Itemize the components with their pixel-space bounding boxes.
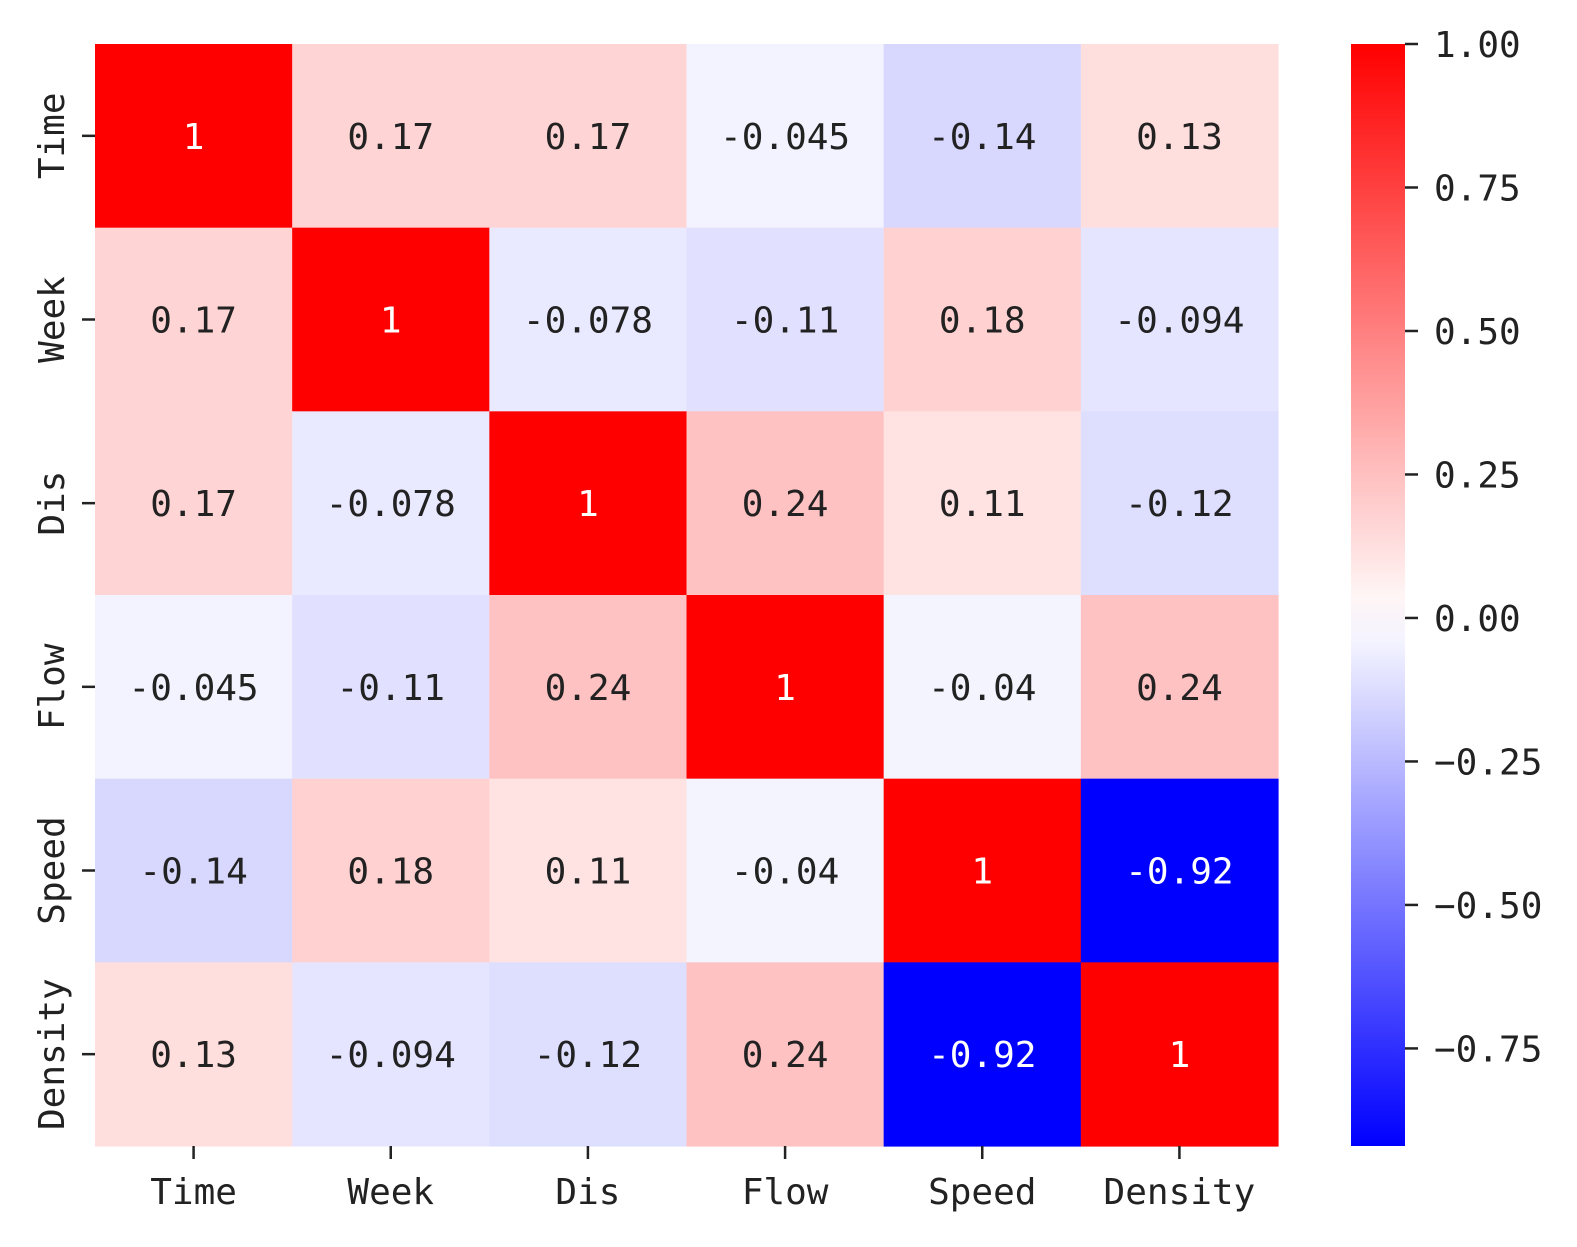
heatmap-cell [292,595,490,780]
heatmap-cell [489,962,688,1147]
y-tick-label: Density [32,978,73,1130]
heatmap-cell [292,411,490,596]
cell-annotation: -0.11 [731,301,839,342]
heatmap-cell [95,44,293,229]
cell-annotation: 0.24 [742,484,829,525]
y-tick-label: Time [32,92,73,179]
heatmap-cell [95,595,293,780]
heatmap-cell [883,778,1082,963]
cell-annotation: 1 [380,301,402,342]
cell-annotation: 0.24 [1136,668,1223,709]
cell-annotation: -0.12 [534,1035,642,1076]
colorbar: 1.00 0.75 0.50 0.25 0.00 −0.25 −0.50 −0.75 [1351,25,1542,1146]
heatmap-cell [292,962,490,1147]
x-axis: Time Week Dis Flow Speed Density [150,1146,1255,1213]
x-tick-label: Speed [928,1172,1036,1213]
cell-annotation: -0.14 [928,117,1036,158]
cell-annotation: 0.13 [1136,117,1223,158]
cell-annotation: 1 [971,852,993,893]
heatmap-cell [1080,962,1279,1147]
colorbar-tick-label: 0.75 [1434,168,1521,209]
cell-annotation: -0.04 [928,668,1036,709]
heatmap-cell [292,227,490,412]
cell-annotation: -0.045 [720,117,850,158]
colorbar-tick-label: −0.50 [1434,886,1542,927]
cell-annotation: -0.92 [928,1035,1036,1076]
heatmap-cell [489,778,688,963]
cell-annotation: 0.18 [347,852,434,893]
colorbar-tick-label: −0.25 [1434,742,1542,783]
cell-annotation: 0.17 [150,301,237,342]
heatmap-cell [292,44,490,229]
heatmap-cell [489,44,688,229]
cell-annotation: -0.04 [731,852,839,893]
y-tick-label: Flow [32,643,73,730]
colorbar-gradient [1351,44,1405,1146]
heatmap-cell [883,595,1082,780]
heatmap-cell [686,778,885,963]
x-tick-label: Dis [555,1172,620,1213]
heatmap-cell [686,44,885,229]
heatmap-cell [686,411,885,596]
heatmap-cell [489,227,688,412]
y-tick-label: Dis [32,471,73,536]
colorbar-tick-label: 0.25 [1434,455,1521,496]
heatmap-cell [686,962,885,1147]
heatmap-cell [883,411,1082,596]
heatmap-cell [95,411,293,596]
colorbar-tick-label: 0.50 [1434,312,1521,353]
heatmap-cell [489,411,688,596]
cell-annotation: -0.92 [1125,852,1233,893]
heatmap-cell [489,595,688,780]
cell-annotations: 1 0.17 0.17 -0.045 -0.14 0.13 0.17 1 -0.078 -0.11… [129,117,1245,1076]
colorbar-tick-label: 1.00 [1434,25,1521,66]
cell-annotation: 0.17 [347,117,434,158]
cell-annotation: -0.12 [1125,484,1233,525]
heatmap-cell [1080,411,1279,596]
colorbar-tick-label: −0.75 [1434,1029,1542,1070]
heatmap-cell [95,962,293,1147]
cell-annotation: 0.17 [545,117,632,158]
heatmap-cells [95,44,1279,1147]
heatmap-cell [1080,778,1279,963]
y-tick-label: Week [32,276,73,363]
cell-annotation: 0.18 [939,301,1026,342]
cell-annotation: 1 [183,117,205,158]
cell-annotation: -0.078 [326,484,456,525]
cell-annotation: 1 [774,668,796,709]
x-tick-label: Week [347,1172,434,1213]
cell-annotation: -0.094 [326,1035,456,1076]
heatmap-cell [1080,227,1279,412]
cell-annotation: -0.11 [337,668,445,709]
cell-annotation: 1 [577,484,599,525]
heatmap-cell [883,227,1082,412]
cell-annotation: -0.094 [1114,301,1244,342]
x-tick-label: Time [150,1172,237,1213]
cell-annotation: -0.14 [139,852,247,893]
cell-annotation: 0.17 [150,484,237,525]
heatmap-cell [1080,44,1279,229]
heatmap-cell [883,962,1082,1147]
y-tick-label: Speed [32,816,73,924]
heatmap-cell [95,227,293,412]
heatmap-cell [95,778,293,963]
cell-annotation: 1 [1169,1035,1191,1076]
heatmap-cell [686,227,885,412]
cell-annotation: -0.078 [523,301,653,342]
colorbar-tick-label: 0.00 [1434,599,1521,640]
heatmap-cell [1080,595,1279,780]
heatmap-cell [883,44,1082,229]
cell-annotation: 0.11 [939,484,1026,525]
x-tick-label: Flow [742,1172,829,1213]
heatmap-cell [292,778,490,963]
cell-annotation: 0.13 [150,1035,237,1076]
cell-annotation: 0.24 [742,1035,829,1076]
cell-annotation: -0.045 [129,668,259,709]
heatmap-cell [686,595,885,780]
x-tick-label: Density [1104,1172,1256,1213]
cell-annotation: 0.24 [545,668,632,709]
cell-annotation: 0.11 [545,852,632,893]
y-axis: Time Week Dis Flow Speed Density [32,92,95,1130]
